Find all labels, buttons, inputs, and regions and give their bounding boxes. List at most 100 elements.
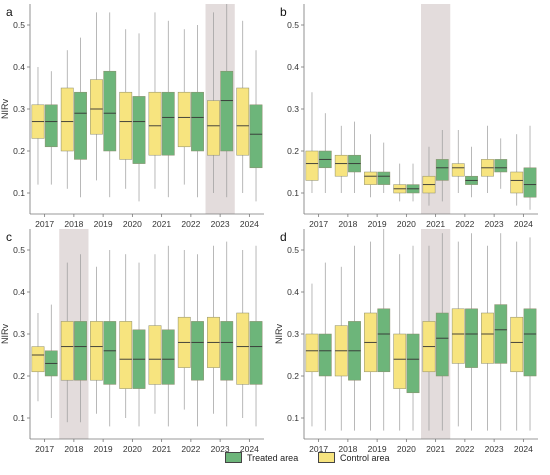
- panel-letter: c: [6, 230, 12, 244]
- x-tick-label: 2019: [94, 219, 113, 229]
- y-tick-label: 0.3: [13, 329, 25, 339]
- box-treated: [523, 167, 537, 198]
- y-tick-label: 0.4: [13, 287, 25, 297]
- box-control: [481, 312, 494, 364]
- x-tick-label: 2024: [240, 444, 259, 454]
- x-tick-label: 2019: [368, 219, 387, 229]
- y-tick-label: 0.2: [287, 146, 299, 156]
- box-control: [305, 150, 319, 181]
- y-axis-label: NIRv: [0, 324, 10, 344]
- box-treated: [249, 104, 263, 169]
- x-tick-label: 2021: [426, 444, 445, 454]
- box-control: [510, 316, 524, 373]
- legend-swatch-treated: [225, 452, 242, 463]
- x-tick-label: 2020: [123, 444, 142, 454]
- x-tick-label: 2022: [455, 444, 474, 454]
- box-treated: [406, 333, 420, 394]
- box-treated: [523, 308, 537, 377]
- box-control: [177, 91, 191, 148]
- box-control: [510, 171, 524, 194]
- box-control: [236, 87, 250, 156]
- x-tick-label: 2024: [240, 219, 259, 229]
- box-treated: [44, 104, 58, 148]
- panel-letter: b: [280, 5, 287, 19]
- panel-c: 0.1 0.2 0.3 0.4 0.5 NIRv c 2017 2018 2019 2020 2021…: [0, 229, 264, 454]
- legend-label-treated: Treated area: [247, 452, 299, 463]
- x-tick-label: 2021: [152, 219, 171, 229]
- box-control: [393, 333, 407, 389]
- box-treated: [161, 329, 175, 385]
- x-tick-label: 2019: [368, 444, 387, 454]
- x-tick-label: 2017: [35, 444, 54, 454]
- y-tick-label: 0.5: [13, 20, 25, 30]
- box-treated: [103, 321, 117, 385]
- x-tick-label: 2023: [485, 219, 504, 229]
- box-control: [31, 346, 45, 373]
- y-tick-label: 0.3: [13, 104, 25, 114]
- box-treated: [161, 91, 175, 156]
- box-control: [119, 91, 133, 160]
- box-treated: [103, 70, 117, 152]
- box-treated: [465, 308, 478, 368]
- box-control: [148, 91, 162, 156]
- box-control: [90, 79, 103, 135]
- box-control: [334, 154, 348, 177]
- x-tick-label: 2024: [514, 219, 533, 229]
- y-tick-label: 0.2: [287, 371, 299, 381]
- y-tick-label: 0.1: [287, 188, 299, 198]
- y-tick-label: 0.2: [13, 146, 25, 156]
- box-treated: [191, 321, 204, 381]
- box-control: [305, 333, 319, 373]
- panel-letter: a: [6, 5, 13, 19]
- y-tick-label: 0.5: [287, 245, 299, 255]
- panel-a: 0.1 0.2 0.3 0.4 0.5 NIRv a 2017 2018 2019 2020 2021…: [0, 4, 264, 229]
- box-treated: [132, 96, 146, 164]
- box-treated: [191, 91, 204, 152]
- box-control: [90, 321, 103, 381]
- panel-b: 0.1 0.2 0.3 0.4 0.5b 2017 2018 2019 2020 2021 2022…: [280, 4, 538, 229]
- box-treated: [377, 308, 391, 373]
- box-control: [148, 325, 162, 385]
- x-tick-label: 2023: [211, 444, 230, 454]
- box-treated: [435, 159, 449, 181]
- y-tick-label: 0.3: [287, 104, 299, 114]
- legend-item-control: Control area: [318, 452, 390, 463]
- x-tick-label: 2020: [123, 219, 142, 229]
- box-treated: [220, 70, 234, 152]
- legend-label-control: Control area: [340, 452, 390, 463]
- y-tick-label: 0.1: [13, 188, 25, 198]
- y-tick-label: 0.4: [287, 287, 299, 297]
- box-treated: [494, 304, 508, 364]
- box-control: [60, 87, 74, 152]
- x-tick-label: 2019: [94, 444, 113, 454]
- y-axis-label: NIRv: [0, 99, 10, 119]
- x-tick-label: 2017: [309, 444, 328, 454]
- box-treated: [74, 91, 87, 160]
- y-tick-label: 0.2: [13, 371, 25, 381]
- x-tick-label: 2017: [309, 219, 328, 229]
- box-control: [236, 312, 250, 385]
- box-treated: [377, 171, 391, 185]
- y-tick-label: 0.5: [13, 245, 25, 255]
- y-tick-label: 0.1: [13, 413, 25, 423]
- y-tick-label: 0.4: [13, 62, 25, 72]
- x-tick-label: 2021: [426, 219, 445, 229]
- x-tick-label: 2020: [397, 219, 416, 229]
- x-tick-label: 2022: [181, 219, 200, 229]
- x-tick-label: 2024: [514, 444, 533, 454]
- box-control: [119, 321, 133, 389]
- legend: Treated area Control area: [0, 452, 550, 472]
- x-tick-label: 2017: [35, 219, 54, 229]
- y-tick-label: 0.4: [287, 62, 299, 72]
- x-tick-label: 2018: [64, 444, 83, 454]
- x-tick-label: 2022: [181, 444, 200, 454]
- box-control: [451, 163, 465, 177]
- legend-swatch-control: [318, 452, 335, 463]
- box-treated: [318, 333, 332, 377]
- box-treated: [220, 321, 234, 381]
- y-tick-label: 0.5: [287, 20, 299, 30]
- legend-item-treated: Treated area: [225, 452, 298, 463]
- x-tick-label: 2023: [211, 219, 230, 229]
- box-control: [207, 100, 220, 156]
- box-control: [364, 171, 377, 185]
